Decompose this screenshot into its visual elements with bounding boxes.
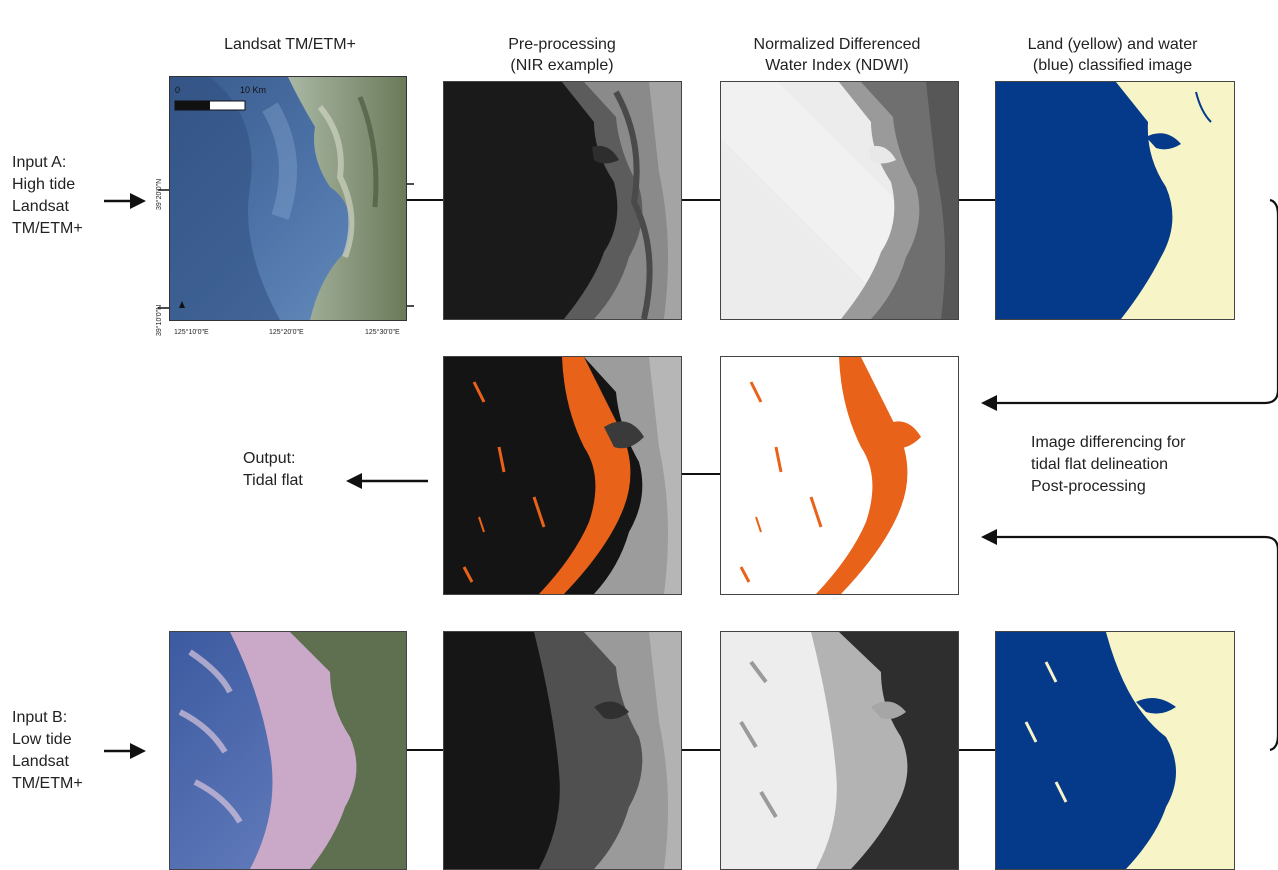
lon-label-1: 125°10'0"E (174, 329, 209, 336)
process-line3: Post-processing (1031, 478, 1146, 495)
output-line2: Tidal flat (243, 472, 303, 489)
connector-b-1 (406, 749, 444, 751)
header-preprocessing-line1: Pre-processing (508, 36, 616, 53)
ndwi-low-tide-image (720, 631, 959, 870)
output-label: Output: Tidal flat (243, 448, 303, 492)
header-landsat-text: Landsat TM/ETM+ (224, 36, 356, 53)
input-a-line3: Landsat (12, 198, 69, 215)
connector-mid (681, 473, 721, 475)
process-line1: Image differencing for (1031, 434, 1186, 451)
loop-arrows (981, 198, 1278, 752)
scale-start: 0 (175, 85, 181, 95)
connector-b-2 (681, 749, 721, 751)
tidal-flat-result (720, 356, 959, 595)
input-b-line3: Landsat (12, 753, 69, 770)
nir-high-tide-image (443, 81, 682, 320)
lon-label-3: 125°30'0"E (365, 329, 400, 336)
input-b-line2: Low tide (12, 731, 72, 748)
classified-high-tide-image (995, 81, 1235, 320)
north-arrow-icon (179, 301, 185, 308)
lon-label-2: 125°20'0"E (269, 329, 304, 336)
input-a-line2: High tide (12, 176, 76, 193)
input-a-line1: Input A: (12, 154, 67, 171)
process-line2: tidal flat delineation (1031, 456, 1168, 473)
header-ndwi-line1: Normalized Differenced (753, 36, 921, 53)
header-ndwi-line2: Water Index (NDWI) (765, 57, 909, 74)
header-classified: Land (yellow) and water (blue) classifie… (990, 34, 1235, 76)
classified-low-tide-image (995, 631, 1235, 870)
input-a-arrow (104, 193, 146, 209)
header-classified-line1: Land (yellow) and water (1027, 36, 1198, 53)
header-classified-line2: (blue) classified image (1032, 57, 1193, 74)
landsat-low-tide-image (169, 631, 407, 870)
landsat-high-tide-image (169, 76, 407, 321)
lat-label-2: 39°10'0"N (156, 304, 163, 336)
ndwi-high-tide-image (720, 81, 959, 320)
input-b-line4: TM/ETM+ (12, 775, 83, 792)
input-b-label: Input B: Low tide Landsat TM/ETM+ (12, 707, 83, 795)
connector-a-2 (681, 199, 721, 201)
input-a-label: Input A: High tide Landsat TM/ETM+ (12, 152, 83, 240)
connector-b-3 (957, 749, 995, 751)
connector-a-1 (406, 199, 444, 201)
process-label: Image differencing for tidal flat deline… (1031, 432, 1185, 498)
input-a-line4: TM/ETM+ (12, 220, 83, 237)
output-line1: Output: (243, 450, 296, 467)
connector-a-3 (957, 199, 995, 201)
nir-low-tide-image (443, 631, 682, 870)
header-preprocessing-line2: (NIR example) (510, 57, 614, 74)
lat-label-1: 39°20'0"N (156, 178, 163, 210)
nir-tidal-flat-overlay (443, 356, 682, 595)
input-b-arrow (104, 743, 146, 759)
header-landsat: Landsat TM/ETM+ (175, 34, 405, 55)
input-b-line1: Input B: (12, 709, 68, 726)
output-arrow (346, 473, 428, 489)
header-ndwi: Normalized Differenced Water Index (NDWI… (712, 34, 962, 76)
header-preprocessing: Pre-processing (NIR example) (443, 34, 681, 76)
scale-end: 10 Km (240, 85, 267, 95)
landsat-high-tide-map: 0 10 Km 125°10'0"E 125°20'0"E 125°30'0"E… (152, 74, 422, 344)
